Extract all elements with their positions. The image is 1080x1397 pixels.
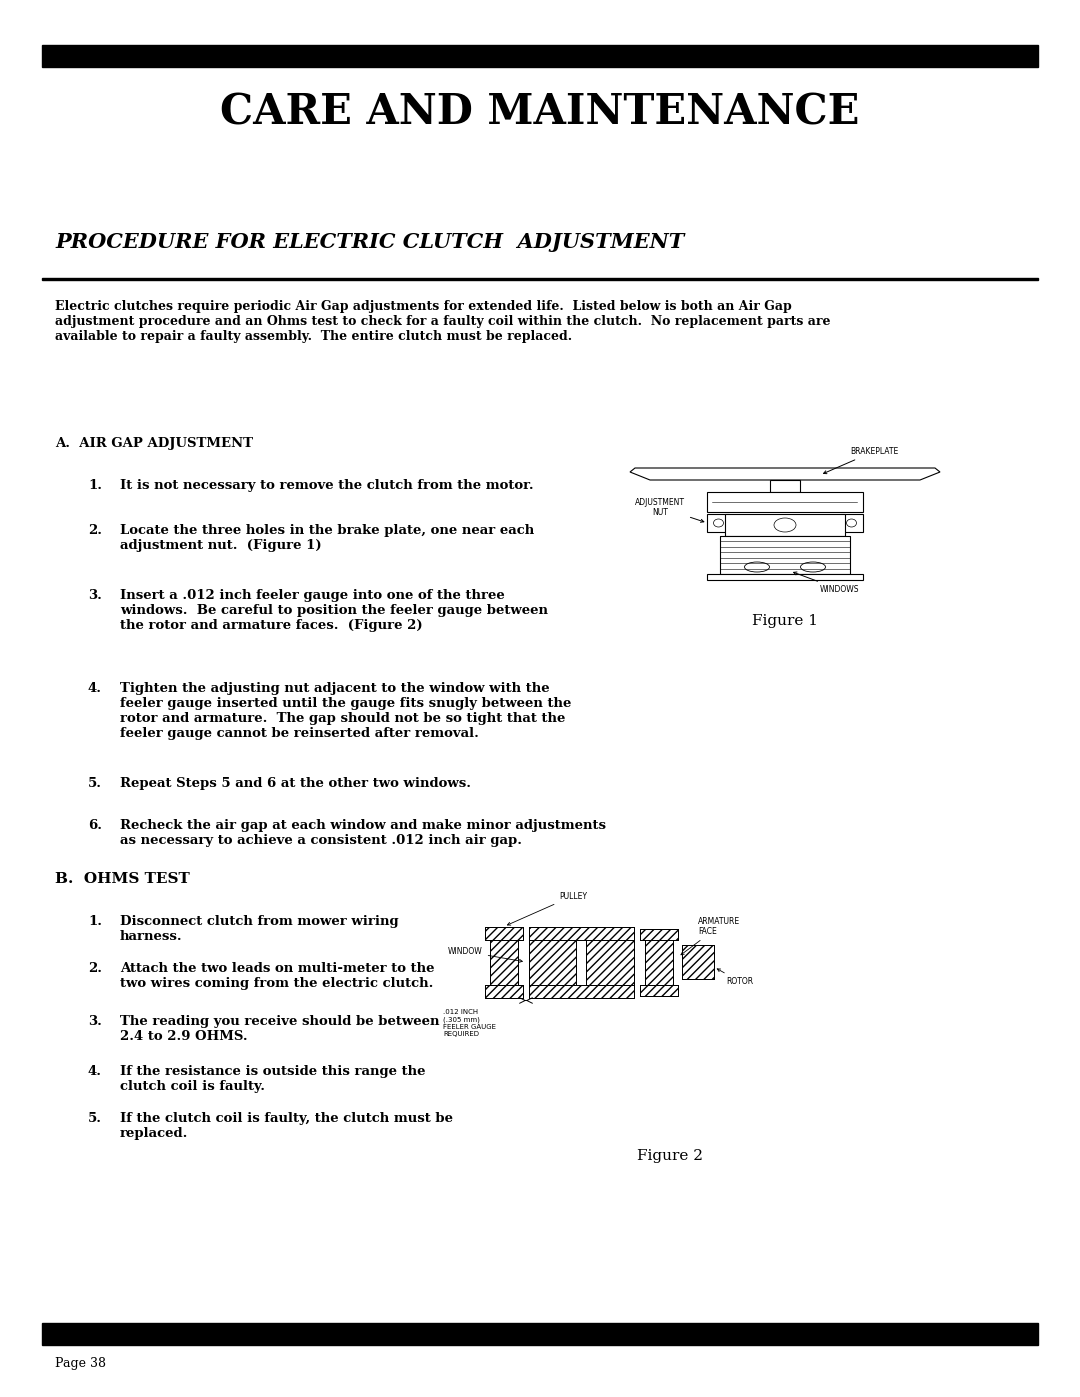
Text: PULLEY: PULLEY	[508, 891, 588, 925]
Text: Electric clutches require periodic Air Gap adjustments for extended life.  Liste: Electric clutches require periodic Air G…	[55, 300, 831, 344]
Bar	[490, 940, 518, 985]
Ellipse shape	[800, 562, 825, 571]
Bar	[645, 940, 673, 985]
Ellipse shape	[774, 518, 796, 532]
Bar	[640, 985, 678, 996]
Text: Page 38: Page 38	[55, 1356, 106, 1370]
Bar	[681, 946, 714, 979]
Text: It is not necessary to remove the clutch from the motor.: It is not necessary to remove the clutch…	[120, 479, 534, 492]
Text: 2.: 2.	[87, 524, 102, 536]
Bar	[529, 926, 634, 940]
Text: B.  OHMS TEST: B. OHMS TEST	[55, 872, 190, 886]
Bar	[725, 514, 845, 536]
Text: If the resistance is outside this range the
clutch coil is faulty.: If the resistance is outside this range …	[120, 1065, 426, 1092]
Text: Attach the two leads on multi-meter to the
two wires coming from the electric cl: Attach the two leads on multi-meter to t…	[120, 963, 434, 990]
Text: 5.: 5.	[87, 1112, 102, 1125]
Bar	[640, 985, 678, 996]
Bar	[42, 278, 1038, 279]
Text: WINDOWS: WINDOWS	[794, 571, 860, 594]
Bar	[529, 940, 577, 985]
Text: ROTOR: ROTOR	[717, 970, 753, 986]
Bar	[577, 940, 586, 985]
Text: ARMATURE
FACE: ARMATURE FACE	[681, 916, 740, 954]
Text: Insert a .012 inch feeler gauge into one of the three
windows.  Be careful to po: Insert a .012 inch feeler gauge into one…	[120, 590, 548, 631]
Bar	[770, 481, 800, 492]
Text: 3.: 3.	[87, 590, 102, 602]
Text: 4.: 4.	[87, 682, 102, 694]
Text: Locate the three holes in the brake plate, one near each
adjustment nut.  (Figur: Locate the three holes in the brake plat…	[120, 524, 535, 552]
Text: 3.: 3.	[87, 1016, 102, 1028]
Bar	[645, 940, 673, 985]
Bar	[490, 940, 518, 985]
Bar	[529, 940, 634, 985]
Bar	[707, 492, 863, 511]
Text: 1.: 1.	[87, 479, 102, 492]
Bar	[485, 985, 523, 997]
Bar	[640, 929, 678, 940]
Text: 4.: 4.	[87, 1065, 102, 1078]
Bar	[640, 929, 678, 940]
Bar	[485, 926, 523, 940]
Ellipse shape	[847, 520, 856, 527]
Bar	[529, 926, 634, 940]
Text: 6.: 6.	[87, 819, 102, 833]
Text: 5.: 5.	[87, 777, 102, 789]
Text: BRAKEPLATE: BRAKEPLATE	[824, 447, 899, 474]
Bar	[586, 940, 634, 985]
Text: 2.: 2.	[87, 963, 102, 975]
Text: WINDOW: WINDOW	[448, 947, 523, 963]
Text: CARE AND MAINTENANCE: CARE AND MAINTENANCE	[220, 91, 860, 133]
Ellipse shape	[744, 562, 769, 571]
Bar	[681, 946, 714, 979]
Bar	[586, 940, 634, 985]
Bar	[840, 514, 863, 532]
Text: The reading you receive should be between
2.4 to 2.9 OHMS.: The reading you receive should be betwee…	[120, 1016, 440, 1044]
Bar	[529, 940, 577, 985]
Ellipse shape	[714, 520, 724, 527]
Text: 1.: 1.	[87, 915, 102, 928]
Text: Tighten the adjusting nut adjacent to the window with the
feeler gauge inserted : Tighten the adjusting nut adjacent to th…	[120, 682, 571, 740]
Bar	[720, 536, 850, 574]
Text: ADJUSTMENT
NUT: ADJUSTMENT NUT	[635, 497, 704, 522]
Bar	[42, 1323, 1038, 1345]
Text: Figure 2: Figure 2	[637, 1148, 703, 1162]
Bar	[707, 574, 863, 580]
Bar	[485, 926, 523, 940]
Bar	[485, 985, 523, 997]
Polygon shape	[630, 468, 940, 481]
Text: Repeat Steps 5 and 6 at the other two windows.: Repeat Steps 5 and 6 at the other two wi…	[120, 777, 471, 789]
Text: A.  AIR GAP ADJUSTMENT: A. AIR GAP ADJUSTMENT	[55, 437, 253, 450]
Text: .012 INCH
(.305 mm)
FEELER GAUGE
REQUIRED: .012 INCH (.305 mm) FEELER GAUGE REQUIRE…	[443, 1010, 496, 1037]
Bar	[529, 985, 634, 997]
Bar	[42, 45, 1038, 67]
Text: Disconnect clutch from mower wiring
harness.: Disconnect clutch from mower wiring harn…	[120, 915, 399, 943]
Bar	[529, 985, 634, 997]
Text: Recheck the air gap at each window and make minor adjustments
as necessary to ac: Recheck the air gap at each window and m…	[120, 819, 606, 847]
Text: PROCEDURE FOR ELECTRIC CLUTCH  ADJUSTMENT: PROCEDURE FOR ELECTRIC CLUTCH ADJUSTMENT	[55, 232, 685, 251]
Text: If the clutch coil is faulty, the clutch must be
replaced.: If the clutch coil is faulty, the clutch…	[120, 1112, 453, 1140]
Bar	[707, 514, 729, 532]
Text: Figure 1: Figure 1	[752, 615, 818, 629]
